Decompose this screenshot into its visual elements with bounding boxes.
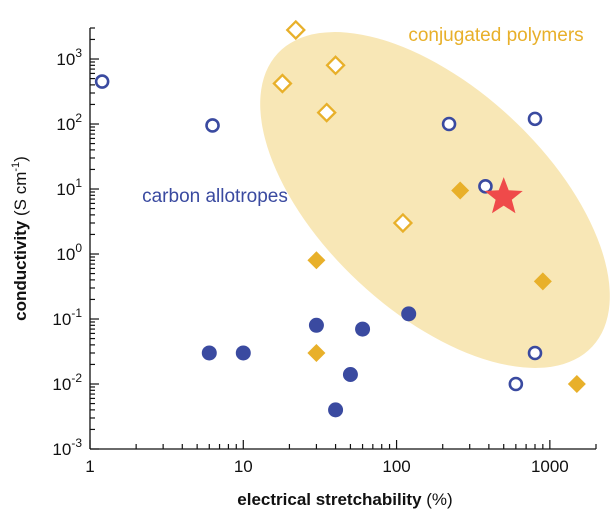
data-point-open-circle — [527, 345, 543, 361]
highlight-region-layer — [260, 32, 610, 368]
data-point-open-diamond — [316, 102, 337, 123]
x-axis-title: electrical stretchability (%) — [237, 490, 452, 509]
y-tick-label: 103 — [56, 46, 82, 69]
x-tick-label: 100 — [382, 457, 410, 476]
data-point-open-diamond — [272, 73, 293, 94]
data-point-open-circle — [205, 118, 220, 133]
x-tick-label: 1000 — [531, 457, 569, 476]
annotation-carbon-allotropes: carbon allotropes — [142, 186, 288, 207]
data-point-open-circle — [441, 116, 457, 132]
y-tick-label: 100 — [56, 241, 82, 264]
axes — [89, 27, 597, 450]
data-point-open-circle — [527, 111, 543, 127]
data-point-filled-circle — [308, 317, 324, 333]
data-point-filled-circle — [401, 306, 417, 322]
data-point-filled-diamond — [567, 375, 586, 394]
data-point-open-circle — [508, 376, 524, 392]
data-point-filled-diamond — [451, 181, 470, 200]
data-point-filled-diamond — [533, 272, 552, 291]
y-axis-title: conductivity (S cm-1) — [10, 156, 30, 321]
data-point-open-diamond — [285, 19, 306, 41]
data-point-filled-circle — [355, 321, 371, 337]
data-point-filled-diamond — [307, 251, 326, 270]
data-point-open-circle — [94, 74, 110, 89]
data-point-filled-circle — [342, 367, 358, 383]
data-point-open-circle — [478, 179, 493, 194]
data-point-open-diamond — [325, 55, 346, 76]
x-tick-label: 1 — [85, 457, 94, 476]
data-point-filled-diamond — [307, 343, 326, 362]
data-point-filled-circle — [201, 345, 217, 361]
data-point-open-diamond — [392, 212, 414, 234]
y-tick-label: 10-1 — [52, 306, 82, 329]
chart-text: 1 10 100 1000 10-3 10-2 10-1 100 101 102 103 electr… — [10, 25, 584, 509]
y-tick-label: 10-2 — [52, 371, 82, 394]
annotation-conjugated-polymers: conjugated polymers — [408, 25, 583, 46]
x-tick-label: 10 — [234, 457, 253, 476]
y-tick-label: 10-3 — [52, 436, 82, 459]
y-tick-label: 102 — [56, 111, 82, 134]
data-points — [94, 19, 586, 418]
data-point-star — [484, 177, 523, 214]
highlight-ellipse — [260, 32, 610, 368]
data-point-filled-circle — [235, 345, 251, 361]
data-point-filled-circle — [328, 402, 344, 418]
y-tick-label: 101 — [56, 176, 82, 199]
